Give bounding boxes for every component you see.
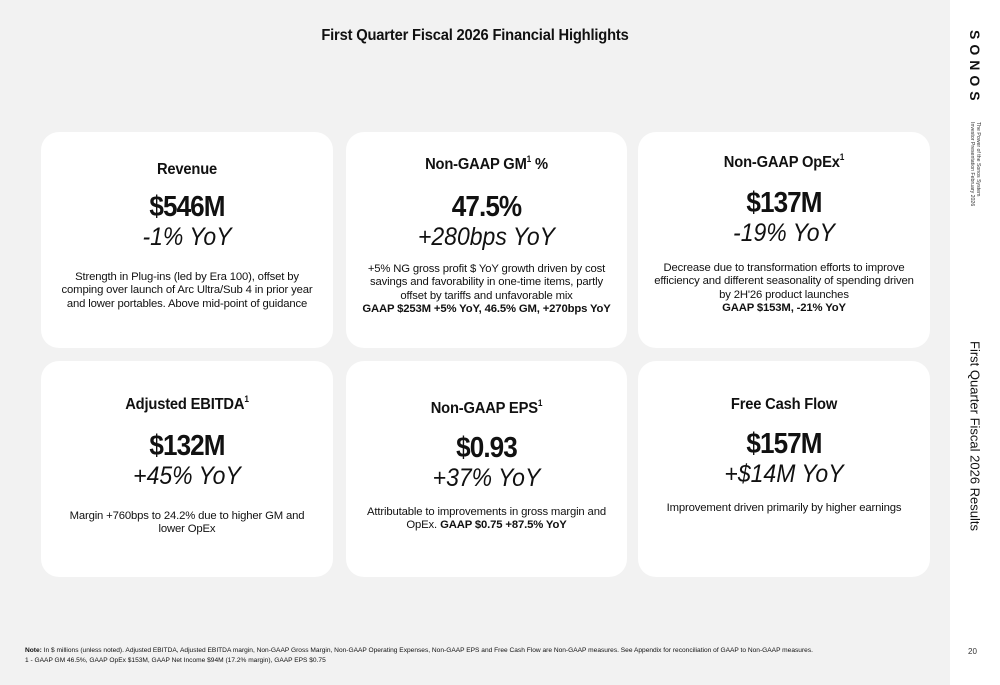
card-description: +5% NG gross profit $ YoY growth driven …: [358, 263, 615, 316]
sidebar-tagline: The Power of the Sonos System Investor P…: [969, 122, 981, 206]
card-title-text: Revenue: [156, 161, 218, 178]
card-title-suffix: %: [531, 156, 548, 173]
footnote-marker: 1: [537, 398, 543, 408]
card-value: $157M: [746, 428, 822, 460]
card-description: Attributable to improvements in gross ma…: [358, 506, 615, 533]
page-number: 20: [968, 647, 977, 656]
card-title-text: Non-GAAP OpEx: [723, 154, 840, 171]
description-text: Attributable to improvements in gross ma…: [367, 506, 606, 532]
card-yoy: -1% YoY: [142, 223, 232, 251]
card-adjusted-ebitda: Adjusted EBITDA1 $132M +45% YoY Margin +…: [41, 361, 333, 577]
card-non-gaap-gm: Non-GAAP GM1 % 47.5% +280bps YoY +5% NG …: [346, 132, 627, 348]
card-non-gaap-eps: Non-GAAP EPS1 $0.93 +37% YoY Attributabl…: [346, 361, 627, 577]
card-description: Strength in Plug-ins (led by Era 100), o…: [61, 271, 313, 310]
gaap-note: GAAP $253M +5% YoY, 46.5% GM, +270bps Yo…: [362, 302, 611, 315]
tagline-line-2: Investor Presentation February 2026: [969, 122, 975, 207]
card-yoy: +37% YoY: [432, 464, 541, 492]
description-text: Decrease due to transformation efforts t…: [654, 262, 914, 301]
card-title-text: Non-GAAP EPS: [430, 400, 538, 417]
gaap-note: GAAP $153M, -21% YoY: [722, 301, 846, 314]
card-yoy: -19% YoY: [733, 219, 835, 247]
card-yoy: +280bps YoY: [417, 223, 556, 251]
footnote: Note: In $ millions (unless noted). Adju…: [25, 646, 813, 665]
sonos-logo: SONOS: [967, 30, 983, 106]
card-value: $0.93: [456, 432, 518, 464]
card-value: 47.5%: [451, 191, 522, 223]
card-value: $546M: [149, 191, 225, 223]
footnote-note: Note: In $ millions (unless noted). Adju…: [25, 646, 813, 656]
card-description: Improvement driven primarily by higher e…: [666, 502, 902, 514]
note-label: Note:: [25, 647, 42, 654]
card-title: Non-GAAP OpEx1: [661, 152, 908, 172]
card-revenue: Revenue $546M -1% YoY Strength in Plug-i…: [41, 132, 333, 348]
card-yoy: +45% YoY: [133, 462, 241, 490]
tagline-line-1: The Power of the Sonos System: [975, 122, 981, 197]
footnote-marker: 1: [244, 394, 249, 404]
card-yoy: +$14M YoY: [724, 460, 844, 488]
card-title-text: Adjusted EBITDA: [125, 396, 245, 413]
card-non-gaap-opex: Non-GAAP OpEx1 $137M -19% YoY Decrease d…: [638, 132, 930, 348]
card-value: $137M: [746, 187, 822, 219]
card-title: Non-GAAP EPS1: [368, 398, 604, 418]
card-description: Margin +760bps to 24.2% due to higher GM…: [69, 510, 305, 536]
card-title: Revenue: [64, 161, 311, 179]
footnote-1: 1 - GAAP GM 46.5%, GAAP OpEx $153M, GAAP…: [25, 656, 326, 664]
card-title-text: Non-GAAP GM: [425, 156, 527, 173]
sidebar: [950, 0, 1000, 685]
footnote-marker: 1: [839, 152, 845, 162]
card-title-text: Free Cash Flow: [730, 396, 838, 413]
description-text: +5% NG gross profit $ YoY growth driven …: [367, 263, 606, 302]
card-title: Free Cash Flow: [661, 396, 908, 414]
gaap-note: GAAP $0.75 +87.5% YoY: [440, 519, 567, 532]
card-value: $132M: [149, 430, 225, 462]
card-free-cash-flow: Free Cash Flow $157M +$14M YoY Improveme…: [638, 361, 930, 577]
card-description: Decrease due to transformation efforts t…: [650, 262, 918, 315]
card-title: Adjusted EBITDA1: [64, 394, 311, 414]
footnote-marker: 1: [526, 154, 532, 164]
note-text: In $ millions (unless noted). Adjusted E…: [41, 647, 813, 654]
slide-title: First Quarter Fiscal 2026 Financial High…: [321, 27, 629, 44]
section-label: First Quarter Fiscal 2026 Results: [967, 341, 983, 532]
card-title: Non-GAAP GM1 %: [368, 154, 604, 174]
